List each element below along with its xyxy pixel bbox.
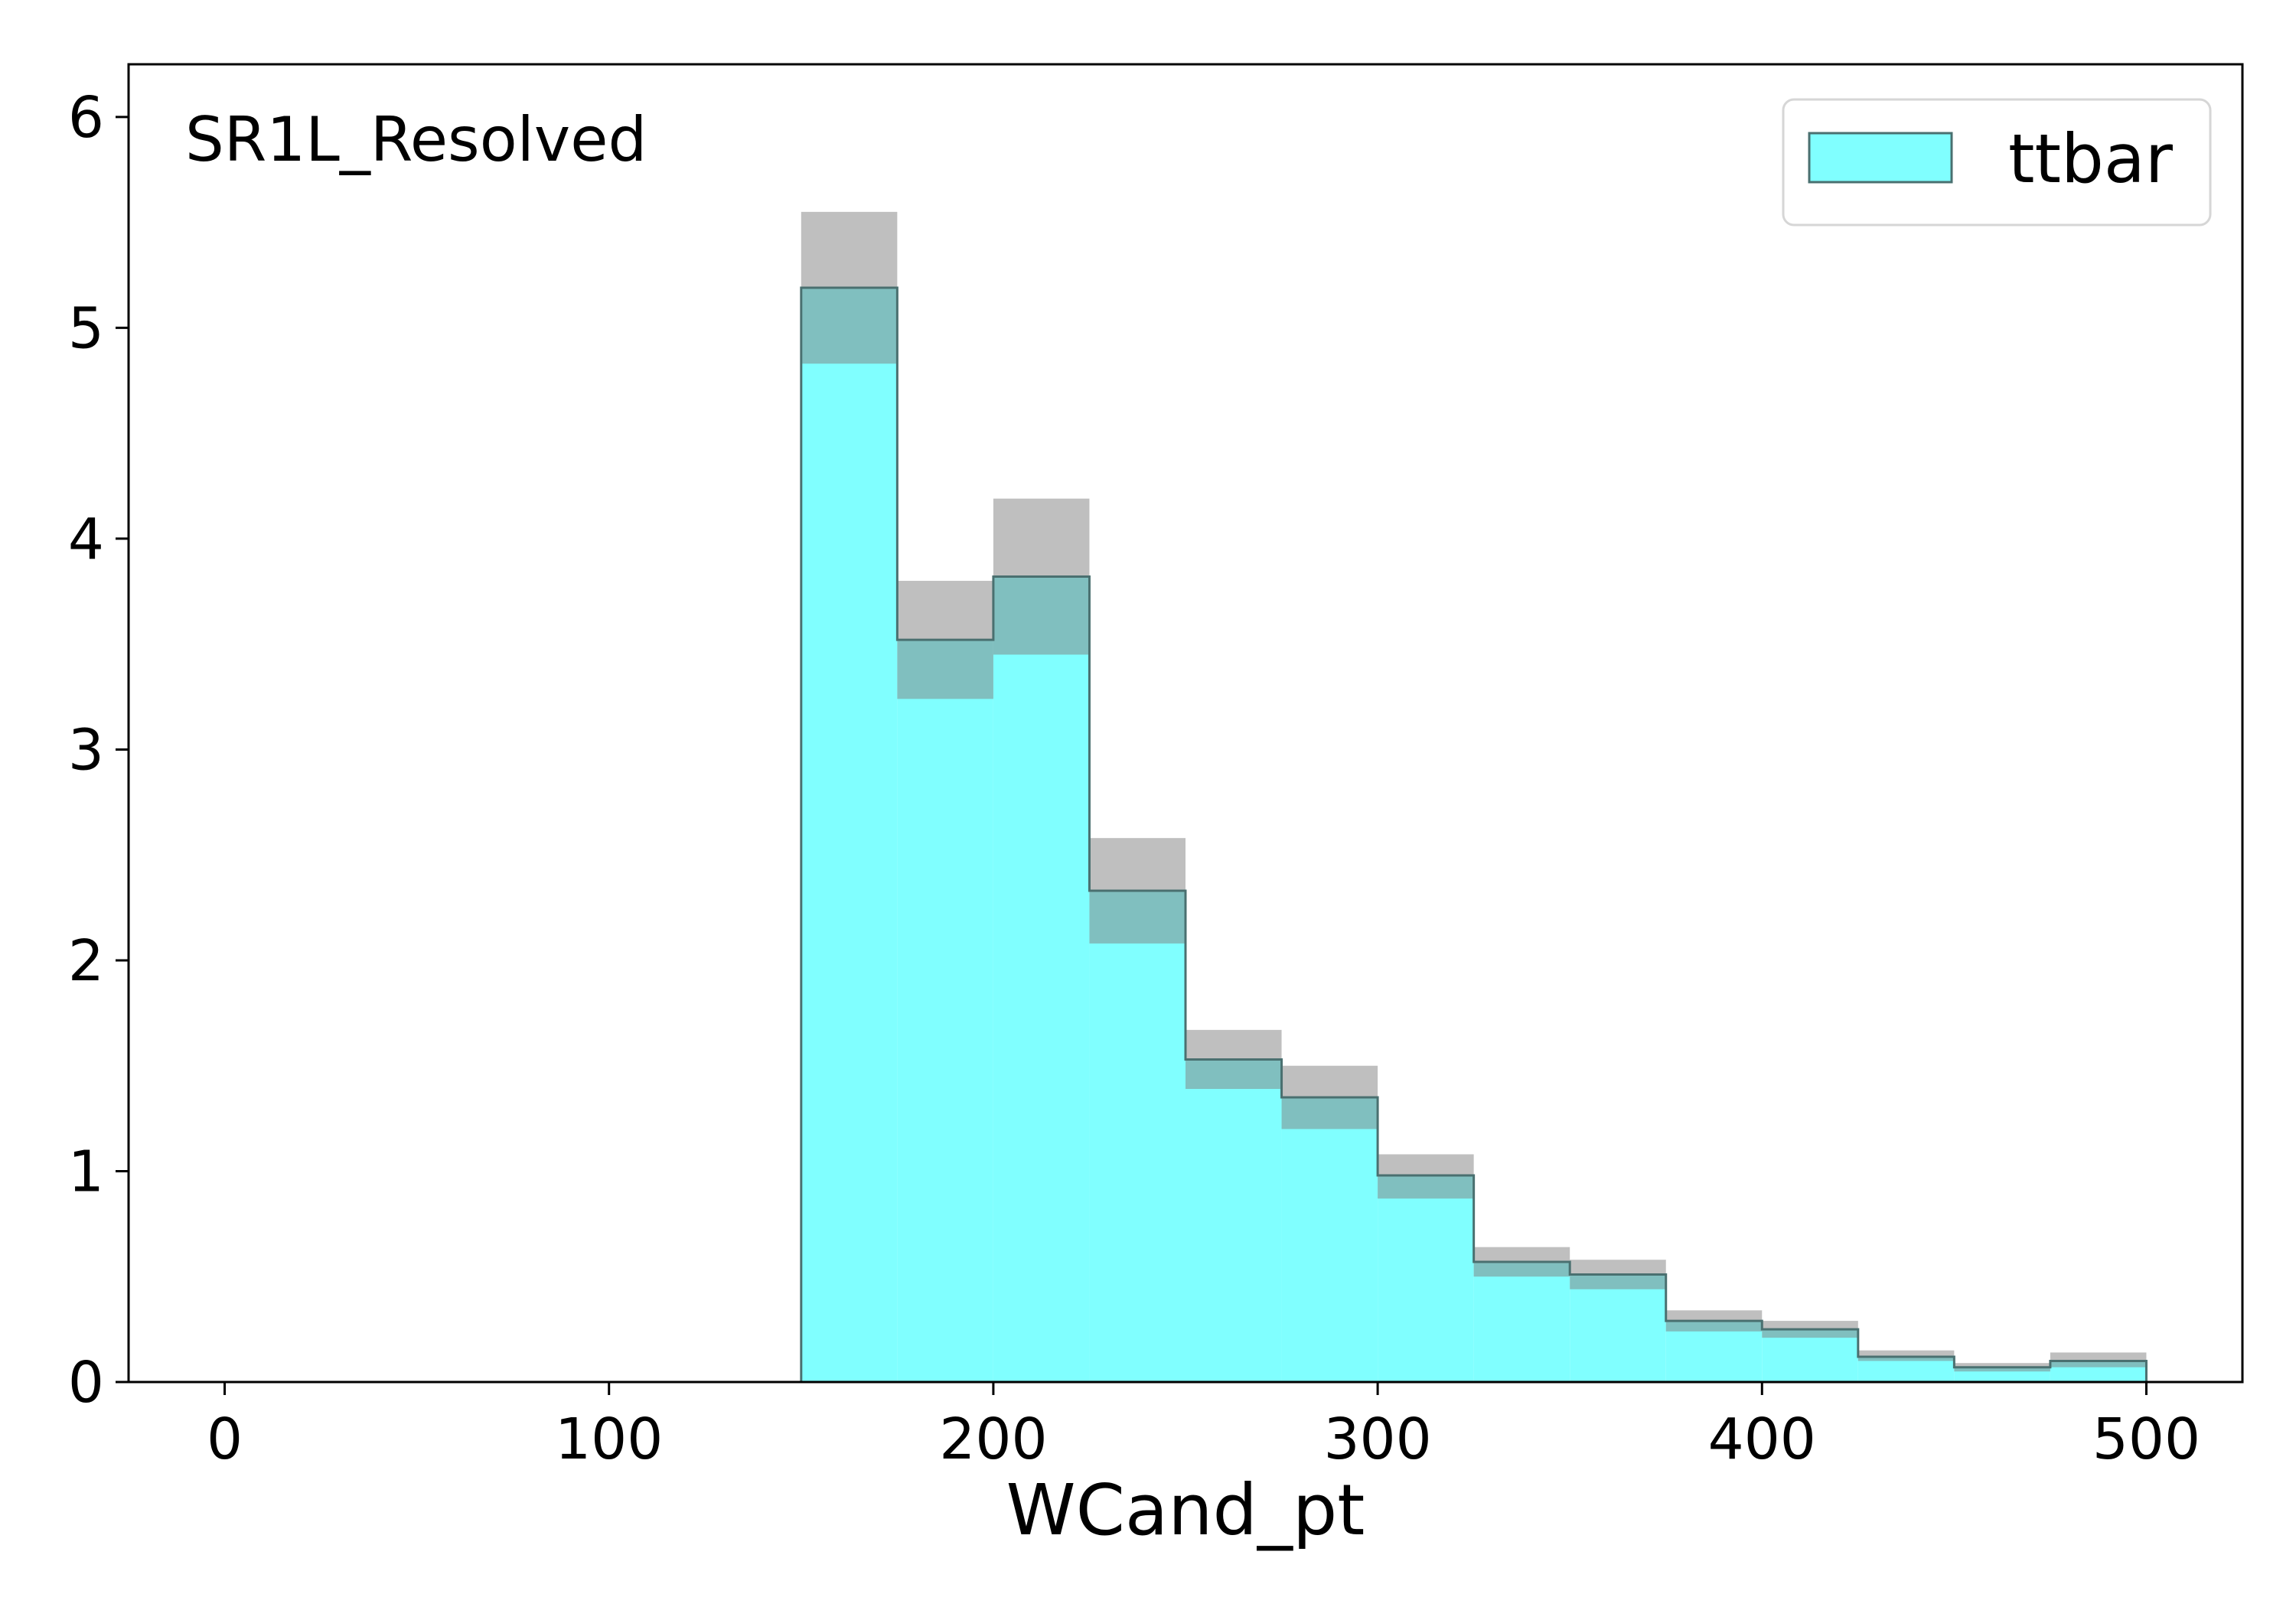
histogram-bars — [801, 288, 2147, 1382]
histogram-bar — [1186, 1059, 1282, 1382]
x-tick-label: 300 — [1323, 1407, 1431, 1472]
x-axis-title: WCand_pt — [1006, 1469, 1365, 1551]
region-label: SR1L_Resolved — [185, 104, 647, 175]
legend: ttbar — [1782, 98, 2212, 227]
y-tick-label: 4 — [68, 507, 104, 572]
legend-label: ttbar — [2008, 119, 2174, 198]
x-tick-label: 400 — [1708, 1407, 1816, 1472]
y-tick-label: 2 — [68, 928, 104, 994]
histogram-bar — [897, 640, 993, 1382]
histogram-bar — [1378, 1175, 1474, 1382]
y-tick-label: 6 — [68, 85, 104, 151]
y-tick-label: 3 — [68, 717, 104, 783]
histogram-bar — [1570, 1274, 1666, 1382]
histogram-bar — [1281, 1097, 1378, 1382]
histogram-bar — [1473, 1261, 1570, 1382]
y-tick-label: 0 — [68, 1350, 104, 1416]
y-axis-ticks: 0 1 2 3 4 5 6 — [68, 85, 129, 1416]
x-tick-label: 500 — [2092, 1407, 2200, 1472]
histogram-bar — [1089, 891, 1186, 1382]
y-tick-label: 5 — [68, 295, 104, 361]
plot-frame — [127, 63, 2244, 1384]
x-tick-label: 0 — [207, 1407, 243, 1472]
y-tick-label: 1 — [68, 1139, 104, 1204]
x-tick-label: 100 — [555, 1407, 663, 1472]
legend-swatch — [1808, 132, 1953, 184]
histogram-bar — [801, 288, 898, 1382]
histogram-bar — [993, 576, 1090, 1382]
histogram-step-outline — [800, 286, 2148, 1382]
histogram-bar — [1762, 1329, 1858, 1382]
x-axis-ticks: 0 100 200 300 400 500 — [207, 1382, 2200, 1472]
legend-box — [1782, 98, 2212, 227]
x-tick-label: 200 — [939, 1407, 1047, 1472]
